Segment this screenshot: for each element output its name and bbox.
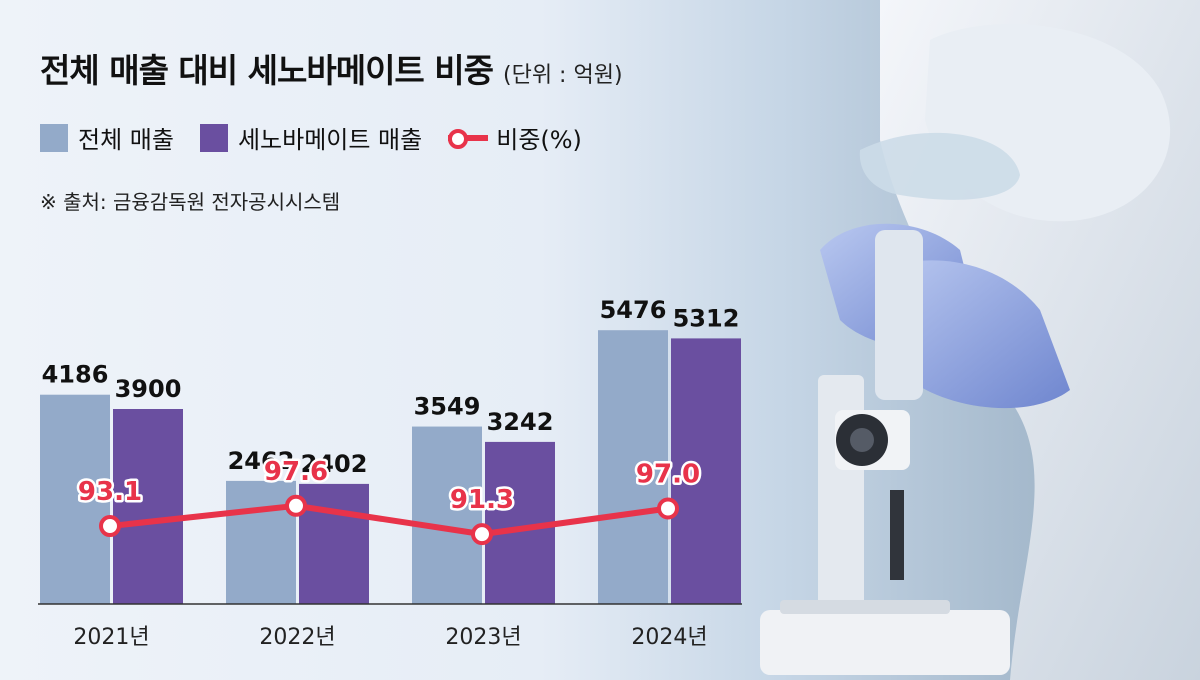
ratio-label-2: 97.6: [264, 457, 328, 487]
legend-label-cenobamate: 세노바메이트 매출: [237, 126, 423, 154]
data-label-cenobamate-4: 5312: [673, 304, 740, 332]
ratio-point-2: [285, 494, 307, 517]
legend-item-ratio: 비중(%): [448, 120, 582, 155]
ratio-point-1: [99, 515, 121, 538]
microscope: [760, 230, 1010, 675]
ratio-label-4: 97.0: [636, 460, 700, 490]
x-tick-label-3: 2023년: [445, 625, 521, 650]
ratio-label-1: 93.1: [78, 477, 142, 507]
x-tick-label-1: 2021년: [73, 625, 149, 650]
data-label-total-1: 4186: [42, 361, 109, 389]
legend-item-cenobamate: 세노바메이트 매출: [199, 120, 423, 155]
ratio-point-4: [657, 497, 679, 520]
source-note: ※ 출처: 금융감독원 전자공시시스템: [40, 190, 341, 214]
chart-title-text: 전체 매출 대비 세노바메이트 비중: [40, 51, 494, 90]
ratio-line: [107, 502, 671, 538]
data-label-total-2: 2462: [228, 447, 295, 475]
x-tick-label-4: 2024년: [631, 625, 707, 650]
ratio-point-3: [471, 523, 493, 546]
data-label-total-4: 5476: [600, 296, 667, 324]
bar-total-3: [412, 426, 482, 604]
legend-line-marker: [448, 128, 489, 149]
bar-cenobamate-4: [671, 338, 741, 604]
data-label-cenobamate-1: 3900: [115, 375, 182, 403]
bar-cenobamate-2: [299, 483, 369, 604]
bar-total-1: [40, 394, 110, 604]
legend-label-total: 전체 매출: [78, 126, 174, 154]
ratio-label-3: 91.3: [450, 485, 514, 515]
scientist-figure: [820, 0, 1200, 680]
legend-swatch-total: [40, 123, 68, 152]
chart-title: 전체 매출 대비 세노바메이트 비중 (단위 : 억원): [40, 44, 623, 92]
unit-label: (단위 : 억원): [503, 63, 623, 88]
legend-item-total: 전체 매출: [40, 120, 174, 155]
bar-cenobamate-1: [113, 409, 183, 604]
legend-label-ratio: 비중(%): [496, 126, 582, 154]
data-label-cenobamate-3: 3242: [487, 408, 554, 436]
x-tick-label-2: 2022년: [259, 625, 335, 650]
bar-total-2: [226, 480, 296, 604]
legend-swatch-cenobamate: [199, 123, 228, 152]
data-label-total-3: 3549: [414, 393, 481, 421]
legend: 전체 매출 세노바메이트 매출 비중(%): [40, 120, 608, 155]
data-label-cenobamate-2: 2402: [301, 450, 368, 478]
bar-total-4: [598, 330, 668, 604]
